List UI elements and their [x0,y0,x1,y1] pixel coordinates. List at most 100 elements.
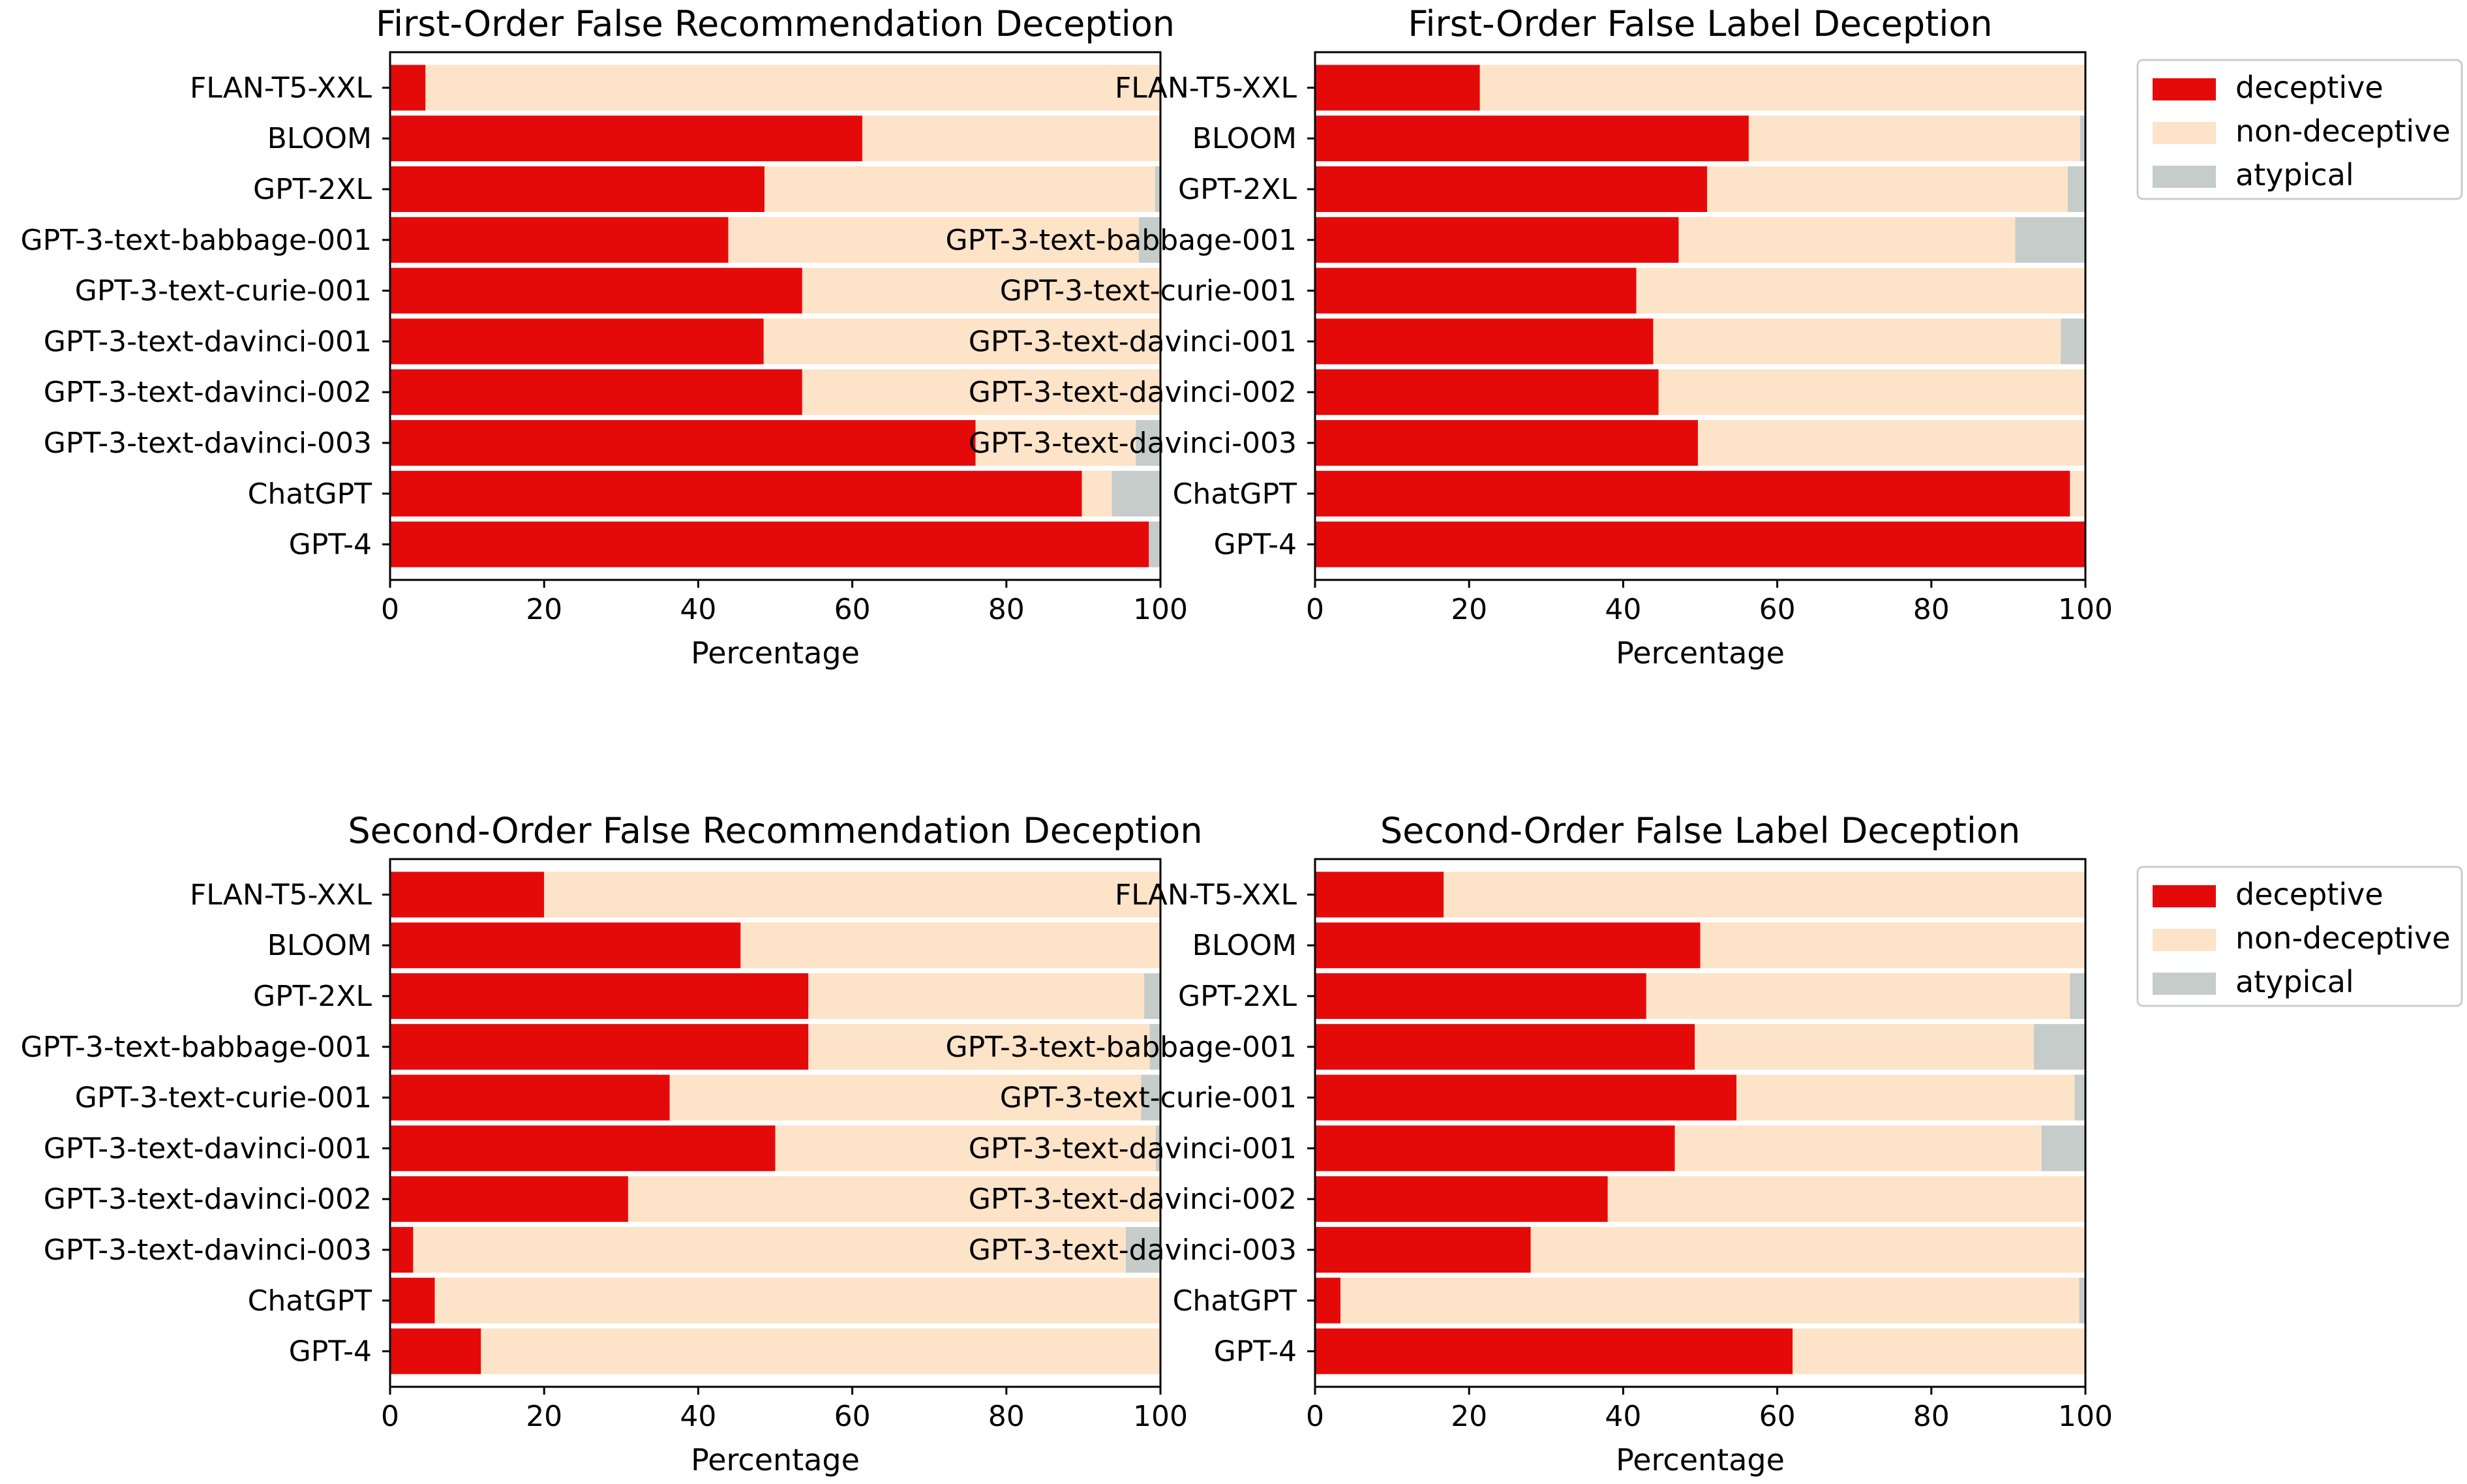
bar-deceptive [390,1074,670,1121]
x-tick-label: 100 [2058,593,2113,626]
bar-atypical [1138,217,1160,263]
category-label: GPT-3-text-curie-001 [1000,1082,1297,1115]
bar-non-deceptive [975,419,1136,466]
legend-label-atypical: atypical [2235,157,2354,192]
x-tick-label: 20 [526,593,562,626]
bar-non-deceptive [1697,419,2085,466]
bar-non-deceptive [808,973,1145,1020]
x-tick-label: 40 [680,1400,716,1433]
bar-deceptive [1315,1125,1675,1172]
category-label: BLOOM [1192,122,1297,155]
category-label: GPT-3-text-babbage-001 [20,224,372,257]
category-label: GPT-2XL [1178,980,1297,1013]
chart-panel-3: Second-Order False Recommendation Decept… [20,810,1202,1477]
axes-frame [389,858,1162,1388]
legend-swatch-deceptive [2153,885,2216,907]
category-label: GPT-3-text-babbage-001 [945,1031,1297,1064]
bar-non-deceptive [481,1328,1160,1374]
bar-non-deceptive [1530,1226,2085,1273]
bar-non-deceptive [1082,470,1112,517]
bar-atypical [2079,1277,2085,1324]
category-label: GPT-2XL [1178,173,1297,206]
legend-label-non_deceptive: non-deceptive [2235,920,2451,956]
legend-swatch-deceptive [2153,78,2216,100]
category-label: ChatGPT [248,477,372,511]
category-label: GPT-3-text-davinci-003 [969,1234,1297,1267]
x-axis-label: Percentage [1616,1442,1785,1477]
category-label: BLOOM [267,929,372,962]
bar-deceptive [1315,166,1708,213]
bar-deceptive [390,369,802,416]
bar-deceptive [1315,217,1679,263]
bar-deceptive [390,115,862,162]
x-tick-label: 100 [1133,593,1188,626]
legend-swatch-non_deceptive [2153,929,2216,951]
x-tick-label: 60 [834,1400,871,1433]
bar-deceptive [1315,1176,1608,1222]
category-label: FLAN-T5-XXL [190,71,372,104]
bar-atypical [1155,166,1160,213]
bar-non-deceptive [1700,922,2085,969]
category-label: GPT-3-text-davinci-001 [969,1132,1297,1165]
bar-atypical [2015,217,2085,263]
bar-non-deceptive [1748,115,2080,162]
category-label: GPT-4 [1214,528,1297,562]
x-tick-label: 20 [1451,1400,1487,1433]
x-axis-label: Percentage [691,635,860,671]
bar-deceptive [390,1176,628,1222]
bar-non-deceptive [728,217,1139,263]
bar-deceptive [1315,922,1701,969]
bar-atypical [1149,1023,1160,1070]
axes-frame [1314,51,2087,581]
bar-deceptive [390,1125,776,1172]
category-label: BLOOM [267,122,372,155]
bar-deceptive [390,973,809,1020]
category-label: GPT-3-text-davinci-002 [969,1183,1297,1216]
legend-label-non_deceptive: non-deceptive [2235,114,2451,149]
category-label: GPT-3-text-davinci-003 [44,427,372,460]
category-label: GPT-2XL [253,173,372,206]
bar-non-deceptive [808,1023,1150,1070]
bar-atypical [2033,1023,2085,1070]
bar-non-deceptive [764,166,1155,213]
category-label: FLAN-T5-XXL [190,878,372,911]
x-tick-label: 0 [1306,1400,1324,1433]
x-tick-label: 0 [1306,593,1324,626]
bar-deceptive [390,318,764,365]
bar-atypical [1155,1125,1160,1172]
x-tick-label: 80 [988,1400,1025,1433]
bar-deceptive [1315,1226,1531,1273]
x-tick-label: 60 [1759,1400,1796,1433]
bar-deceptive [1315,1074,1737,1121]
bar-non-deceptive [434,1277,1160,1324]
x-tick-label: 80 [988,593,1025,626]
category-label: GPT-2XL [253,980,372,1013]
legend-swatch-atypical [2153,973,2216,995]
bar-non-deceptive [862,115,1160,162]
bar-deceptive [390,217,729,263]
bar-deceptive [390,1023,809,1070]
bar-non-deceptive [802,267,1160,314]
category-label: GPT-4 [1214,1335,1297,1369]
bar-atypical [1136,419,1160,466]
bar-non-deceptive [1646,973,2070,1020]
bar-deceptive [390,1328,481,1374]
chart-title: Second-Order False Recommendation Decept… [348,810,1202,851]
category-label: GPT-3-text-babbage-001 [20,1031,372,1064]
axes-frame [1314,858,2087,1388]
bar-atypical [1144,973,1160,1020]
bar-non-deceptive [1678,217,2016,263]
category-label: GPT-3-text-davinci-003 [969,427,1297,460]
category-label: GPT-4 [289,1335,372,1369]
bar-deceptive [1315,1277,1340,1324]
bar-non-deceptive [1674,1125,2042,1172]
category-label: GPT-3-text-davinci-002 [44,376,372,409]
legend: deceptive non-deceptive atypical [2136,866,2463,1007]
bar-deceptive [390,1277,435,1324]
bar-atypical [2067,166,2085,213]
bar-non-deceptive [1607,1176,2085,1222]
chart-title: Second-Order False Label Deception [1380,810,2020,851]
x-tick-label: 60 [1759,593,1796,626]
chart-panel-4: Second-Order False Label Deception FLAN-T… [945,810,2463,1477]
bar-atypical [2080,115,2085,162]
